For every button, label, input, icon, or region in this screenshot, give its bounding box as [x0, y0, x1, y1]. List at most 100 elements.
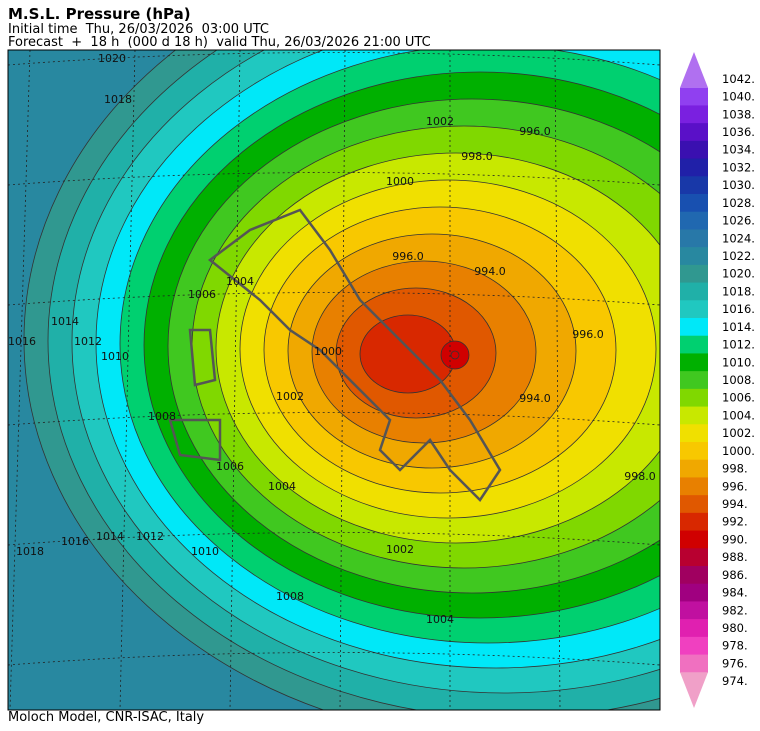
contour-label: 996.0 — [572, 328, 604, 341]
colorbar-label: 992. — [722, 515, 748, 529]
colorbar-label: 986. — [722, 568, 748, 582]
contour-label: 1016 — [8, 335, 36, 348]
colorbar-label: 1004. — [722, 408, 755, 422]
contour-label: 1014 — [96, 530, 124, 543]
graticule — [8, 172, 660, 186]
colorbar-label: 1038. — [722, 107, 755, 121]
colorbar-label: 1042. — [722, 72, 755, 86]
colorbar-label: 1014. — [722, 320, 755, 334]
graticule — [659, 50, 660, 77]
colorbar-label: 974. — [722, 674, 748, 688]
map-frame — [7, 49, 661, 711]
colorbar-label: 1018. — [722, 284, 755, 298]
colorbar-swatch — [680, 194, 708, 213]
colorbar-swatch — [680, 495, 708, 514]
colorbar-label: 1026. — [722, 214, 755, 228]
graticule — [554, 50, 561, 710]
graticule — [8, 412, 660, 426]
colorbar-label: 1002. — [722, 426, 755, 440]
graticule — [8, 292, 660, 306]
contour-label: 1010 — [101, 350, 129, 363]
colorbar-label: 994. — [722, 497, 748, 511]
colorbar-swatch — [680, 318, 708, 337]
footer: Moloch Model, CNR-ISAC, Italy — [8, 710, 205, 725]
contour-label: 1010 — [191, 545, 219, 558]
contour-label: 1014 — [51, 315, 79, 328]
contour-label: 996.0 — [519, 125, 551, 138]
colorbar-label: 1024. — [722, 231, 755, 245]
contour-label: 1018 — [16, 545, 44, 558]
colorbar-label: 1028. — [722, 196, 755, 210]
colorbar-label: 976. — [722, 656, 748, 670]
colorbar-label: 1034. — [722, 143, 755, 157]
forecast-time: Forecast + 18 h (000 d 18 h) valid Thu, … — [8, 35, 431, 50]
colorbar-swatch — [680, 583, 708, 602]
colorbar-swatch — [680, 371, 708, 390]
contour-label: 1012 — [136, 530, 164, 543]
colorbar-swatch — [680, 459, 708, 478]
colorbar-label: 1010. — [722, 355, 755, 369]
colorbar-label: 988. — [722, 550, 748, 564]
colorbar-label: 1030. — [722, 178, 755, 192]
low-centre-inner — [450, 350, 460, 360]
colorbar-swatch — [680, 176, 708, 195]
graticule — [229, 50, 241, 710]
colorbar-label: 1008. — [722, 373, 755, 387]
colorbar-swatch — [680, 140, 708, 160]
graticule — [8, 532, 660, 546]
colorbar-swatch — [680, 636, 708, 656]
colorbar-swatch — [680, 442, 708, 461]
coastline — [168, 208, 502, 502]
colorbar-swatch — [680, 654, 708, 673]
contour-label: 994.0 — [519, 392, 551, 405]
colorbar-swatch — [680, 566, 708, 585]
contour-label: 996.0 — [392, 250, 424, 263]
colorbar-end — [680, 672, 708, 708]
colorbar-label: 984. — [722, 586, 748, 600]
colorbar-swatch — [680, 105, 708, 124]
colorbar-label: 1020. — [722, 267, 755, 281]
contour-label: 1006 — [216, 460, 244, 473]
contour-label: 1002 — [276, 390, 304, 403]
colorbar-label: 1006. — [722, 391, 755, 405]
colorbar-swatch — [680, 264, 708, 284]
colorbar-swatch — [680, 548, 708, 567]
contour-label: 998.0 — [624, 470, 656, 483]
colorbar-swatch — [680, 87, 708, 106]
colorbar-label: 1000. — [722, 444, 755, 458]
pressure-field: 1020 1018 1016 1014 1012 1010 1008 1006 1004 1002… — [8, 50, 660, 710]
graticule — [339, 50, 346, 710]
graticule — [8, 52, 660, 66]
initial-time: Initial time Thu, 26/03/2026 03:00 UTC — [8, 22, 269, 37]
colorbar-label: 990. — [722, 532, 748, 546]
contour-label: 1018 — [104, 93, 132, 106]
contour-label: 1000 — [314, 345, 342, 358]
graticule — [119, 50, 136, 710]
colorbar-swatch — [680, 353, 708, 372]
colorbar-label: 980. — [722, 621, 748, 635]
contour-label: 1016 — [61, 535, 89, 548]
colorbar-end — [680, 52, 708, 88]
colorbar-label: 1016. — [722, 302, 755, 316]
colorbar-swatch — [680, 229, 708, 248]
colorbar-swatch — [680, 335, 708, 354]
graticule — [9, 50, 31, 710]
title: M.S.L. Pressure (hPa) — [8, 5, 191, 23]
colorbar-swatch — [680, 211, 708, 230]
contour-label: 1002 — [386, 543, 414, 556]
colorbar-label: 978. — [722, 639, 748, 653]
colorbar-label: 1032. — [722, 160, 755, 174]
colorbar-swatch — [680, 619, 708, 638]
colorbar-swatch — [680, 388, 708, 408]
contour-label: 998.0 — [461, 150, 493, 163]
low-centre — [440, 340, 470, 370]
colorbar-swatch — [680, 158, 708, 177]
colorbar-label: 1012. — [722, 338, 755, 352]
colorbar-swatch — [680, 247, 708, 266]
colorbar-swatch — [680, 406, 708, 425]
contour-label: 1000 — [386, 175, 414, 188]
colorbar-swatch — [680, 601, 708, 620]
colorbar-label: 1036. — [722, 125, 755, 139]
graticule — [8, 652, 660, 666]
